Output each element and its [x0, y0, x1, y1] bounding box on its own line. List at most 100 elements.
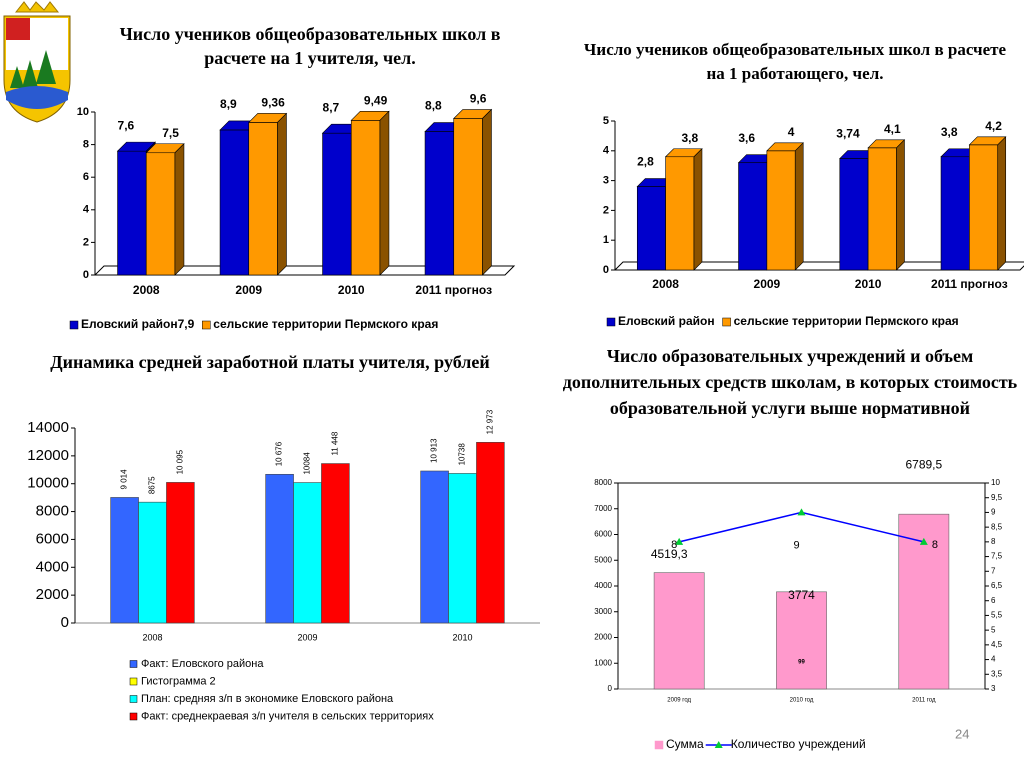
- x-tick-label: 2009: [754, 277, 781, 291]
- bar-side: [277, 112, 287, 276]
- legend-label: Еловский район: [618, 314, 715, 328]
- annotation: 99: [798, 660, 805, 666]
- y-tick-label: 2: [83, 236, 89, 248]
- bar-side: [794, 142, 804, 271]
- y2-tick-label: 5: [991, 625, 996, 634]
- legend: Факт: Еловского района Гистограмма 2 План:…: [129, 658, 434, 722]
- y-tick-label: 0: [608, 684, 613, 693]
- y2-tick-label: 10: [991, 478, 1000, 487]
- bar: [321, 463, 350, 624]
- y-tick-label: 10: [77, 106, 89, 118]
- value-label: 10 095: [176, 449, 185, 474]
- legend-swatch: [202, 320, 211, 330]
- y-tick-label: 2000: [36, 586, 69, 603]
- y2-tick-label: 3: [991, 684, 996, 693]
- y-tick-label: 1: [603, 234, 609, 246]
- y-tick-label: 0: [83, 269, 89, 281]
- legend-swatch: [654, 740, 664, 750]
- y2-tick-label: 5,5: [991, 611, 1003, 620]
- y2-tick-label: 6,5: [991, 581, 1003, 590]
- x-tick-label: 2009: [297, 632, 317, 642]
- bar: [265, 473, 294, 624]
- legend-swatch: [69, 320, 79, 330]
- line-marker: [797, 508, 806, 516]
- y2-tick-label: 7,5: [991, 552, 1003, 561]
- value-label: 3,6: [738, 131, 755, 145]
- y-tick-label: 2000: [594, 633, 612, 642]
- y-tick-label: 8000: [36, 503, 69, 520]
- value-label: 8: [932, 539, 938, 551]
- y-tick-label: 6000: [36, 530, 69, 547]
- y-tick-label: 4000: [594, 581, 612, 590]
- value-label: 10 913: [430, 438, 439, 463]
- value-label: 8: [671, 539, 677, 551]
- y2-tick-label: 4: [991, 655, 996, 664]
- x-tick-label: 2008: [652, 277, 679, 291]
- legend-swatch: [606, 317, 616, 327]
- value-label: 11 448: [331, 431, 340, 455]
- bar: [138, 501, 167, 624]
- legend-label: сельские территории Пермского края: [213, 317, 438, 331]
- y2-tick-label: 8,5: [991, 522, 1003, 531]
- page-number: 24: [955, 726, 969, 741]
- legend-label: План: средняя з/п в экономике Еловского …: [141, 693, 394, 705]
- y-tick-label: 14000: [27, 419, 69, 436]
- value-label: 4,1: [884, 122, 901, 136]
- bar-side: [896, 139, 905, 271]
- legend-swatch: [129, 660, 138, 668]
- bar: [420, 470, 449, 624]
- bar: [636, 186, 666, 271]
- line-marker: [919, 537, 928, 545]
- bar: [766, 150, 796, 271]
- legend-label: Количество учреждений: [731, 737, 866, 751]
- bar-side: [174, 143, 185, 276]
- bar: [145, 152, 176, 276]
- x-tick-label: 2010 год: [790, 698, 814, 704]
- value-label: 9,6: [470, 92, 487, 106]
- legend-label: Сумма: [666, 737, 704, 751]
- legend-label: Факт: Еловского района: [141, 658, 264, 670]
- bar: [867, 147, 897, 271]
- y2-tick-label: 9: [991, 508, 996, 517]
- y-tick-label: 4: [603, 145, 610, 157]
- y-tick-label: 6: [83, 171, 89, 183]
- bar: [940, 156, 970, 271]
- chart-title: Динамика средней заработной платы учител…: [50, 352, 490, 372]
- y-tick-label: 8: [83, 139, 89, 151]
- value-label: 3,8: [941, 125, 958, 139]
- y-tick-label: 8000: [594, 478, 612, 487]
- value-label: 4519,3: [651, 547, 688, 561]
- value-label: 10738: [458, 443, 467, 466]
- value-label: 9,36: [261, 96, 285, 110]
- legend: Еловский район сельские территории Пермск…: [606, 314, 959, 328]
- bar: [653, 572, 705, 690]
- legend-label: Еловский район7,9: [81, 317, 195, 331]
- x-tick-label: 2009 год: [667, 698, 691, 704]
- y-tick-label: 3: [603, 175, 609, 187]
- value-label: 8,8: [425, 99, 442, 113]
- value-label: 2,8: [637, 155, 654, 169]
- x-tick-label: 2008: [133, 283, 160, 297]
- chart-title: Число образовательных учреждений и объем…: [562, 346, 1018, 418]
- x-tick-label: 2010: [338, 283, 365, 297]
- legend: Еловский район7,9 сельские территории Пер…: [69, 317, 438, 331]
- coat-of-arms: [3, 1, 71, 123]
- bar: [322, 132, 352, 276]
- y-tick-label: 7000: [594, 504, 612, 513]
- bar: [476, 442, 505, 624]
- chart-title: Число учеников общеобразовательных школ …: [583, 40, 1007, 83]
- value-label: 4,2: [985, 119, 1002, 133]
- bar: [424, 131, 455, 276]
- y-tick-label: 3000: [594, 607, 612, 616]
- value-label: 10084: [303, 452, 312, 475]
- bar: [776, 591, 827, 690]
- bar-side: [997, 136, 1007, 271]
- legend-swatch: [129, 677, 138, 686]
- y-tick-label: 10000: [27, 475, 69, 492]
- bar: [969, 144, 999, 271]
- value-label: 8,9: [220, 97, 237, 111]
- line-marker: [675, 537, 684, 545]
- legend-label: сельские территории Пермского края: [734, 314, 959, 328]
